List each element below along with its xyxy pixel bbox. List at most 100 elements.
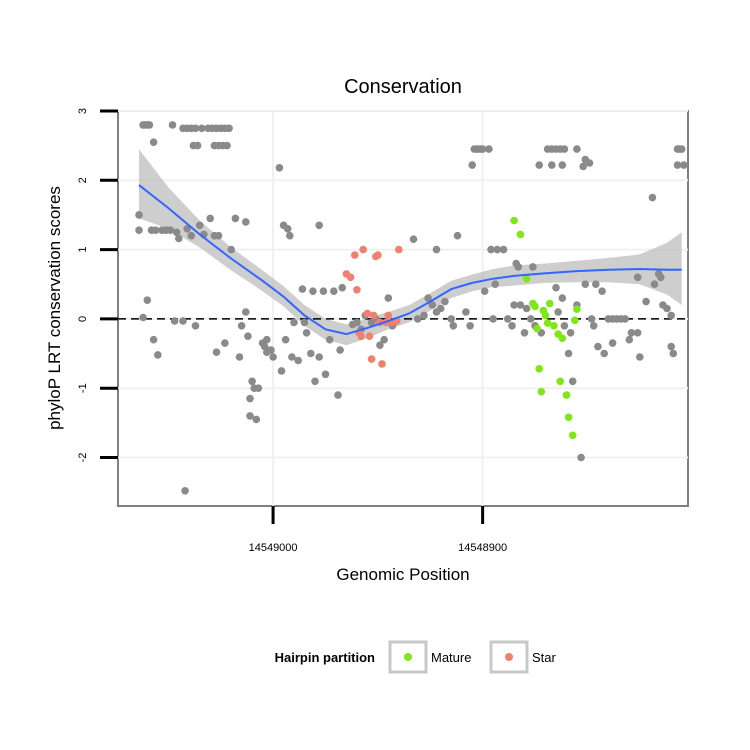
point-other [573, 145, 581, 153]
point-other [166, 226, 175, 234]
point-mature [537, 387, 546, 396]
point-other [642, 297, 650, 306]
point-star [369, 311, 378, 320]
point-other [669, 349, 678, 358]
point-other [277, 367, 286, 375]
point-mature [556, 377, 564, 386]
point-other [589, 322, 598, 330]
point-other [151, 226, 160, 234]
point-other [447, 315, 456, 323]
point-other [309, 287, 317, 296]
point-other [223, 141, 231, 150]
point-other [330, 287, 338, 296]
point-other [353, 318, 361, 327]
point-other [170, 317, 179, 325]
point-other [633, 273, 642, 282]
point-other [248, 377, 256, 386]
point-other [566, 329, 575, 337]
point-other [514, 263, 523, 271]
point-mature [533, 324, 541, 333]
point-other [491, 280, 500, 289]
point-other [193, 141, 202, 150]
point-other [485, 145, 493, 153]
point-other [242, 218, 250, 226]
y-tick-label: -2 [77, 453, 89, 463]
point-other [594, 342, 602, 351]
point-other [145, 121, 154, 129]
point-other [600, 349, 608, 358]
point-mature [543, 319, 552, 327]
point-other [663, 304, 671, 313]
point-other [667, 311, 675, 320]
point-other [428, 301, 437, 309]
point-other [325, 335, 334, 344]
point-other [558, 161, 567, 169]
y-tick-label: 0 [77, 316, 89, 322]
point-other [334, 391, 342, 399]
point-other [183, 225, 191, 233]
point-mature [571, 316, 579, 325]
point-other [508, 322, 516, 330]
point-other [221, 339, 229, 347]
point-other [214, 231, 223, 240]
point-other [263, 335, 271, 344]
chart-title: Conservation [344, 76, 462, 98]
point-other [298, 285, 307, 293]
point-other [191, 322, 200, 330]
point-other [667, 342, 675, 351]
y-tick-label: -1 [77, 383, 89, 393]
y-tick-label: 2 [77, 177, 89, 183]
point-other [466, 322, 474, 330]
point-other [175, 234, 183, 243]
point-other [225, 124, 233, 133]
point-mature [510, 216, 518, 225]
point-other [627, 329, 636, 337]
data-points-layer [135, 121, 688, 495]
point-other [143, 296, 152, 305]
y-axis: -2 -1 0 1 2 3 [77, 108, 118, 462]
point-other [154, 351, 162, 359]
point-other [420, 311, 428, 320]
legend-title: Hairpin partition [275, 650, 375, 665]
point-mature [516, 230, 525, 239]
point-star [384, 311, 393, 320]
point-other [290, 318, 298, 327]
point-other [499, 245, 508, 254]
point-other [680, 161, 688, 169]
point-other [558, 294, 567, 302]
point-other [168, 121, 177, 129]
point-other [581, 280, 590, 289]
point-other [510, 301, 518, 309]
point-other [246, 412, 254, 420]
point-mature [531, 302, 539, 311]
point-star [365, 332, 374, 341]
point-star [357, 332, 365, 341]
point-star [367, 355, 376, 363]
point-other [235, 353, 244, 361]
point-other [300, 318, 309, 327]
point-other [579, 162, 587, 171]
point-other [529, 263, 537, 271]
point-other [592, 280, 600, 289]
point-other [179, 317, 187, 325]
point-other [149, 335, 158, 344]
point-mature [568, 431, 577, 440]
point-other [237, 322, 246, 330]
point-other [281, 335, 290, 344]
legend-label-mature: Mature [431, 650, 471, 665]
point-other [315, 353, 324, 361]
point-other [560, 322, 569, 330]
point-star [346, 273, 355, 282]
point-other [242, 308, 250, 316]
point-other [231, 214, 240, 223]
point-other [195, 221, 204, 230]
point-mature [541, 311, 550, 320]
point-other [384, 294, 393, 302]
point-other [489, 315, 497, 323]
point-other [198, 124, 206, 133]
point-other [254, 384, 263, 393]
point-other [321, 370, 330, 379]
point-other [520, 329, 529, 337]
x-axis-title: Genomic Position [336, 565, 469, 584]
legend-marker-star [505, 653, 513, 661]
